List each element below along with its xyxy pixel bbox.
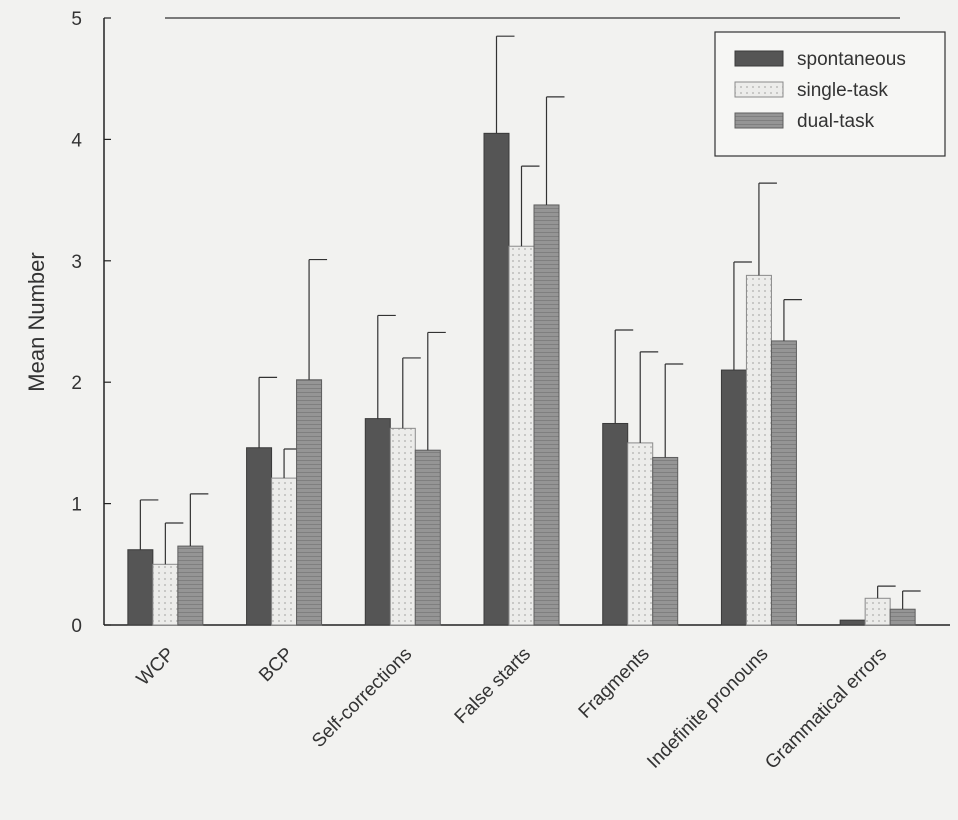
x-tick-label: BCP	[255, 644, 297, 686]
y-tick-label: 4	[71, 130, 82, 151]
y-tick-label: 3	[71, 252, 82, 273]
bar-spontaneous	[720, 369, 747, 626]
x-tick-label: Fragments	[575, 644, 654, 723]
legend: spontaneous single-task dual-task	[714, 31, 946, 157]
y-tick-label: 5	[71, 9, 82, 30]
bar-single-task	[271, 477, 298, 626]
bar-dual-task	[414, 449, 441, 626]
legend-label-dual-task: dual-task	[797, 111, 875, 132]
bar-spontaneous	[839, 619, 866, 626]
bar-single-task	[389, 427, 416, 626]
x-tick-label: Self-corrections	[308, 644, 416, 752]
bar-single-task	[508, 245, 535, 626]
bar-dual-task	[533, 204, 560, 626]
legend-label-single-task: single-task	[797, 80, 888, 101]
bar-dual-task	[770, 340, 797, 626]
bar-spontaneous	[364, 418, 391, 626]
x-tick-label: WCP	[133, 644, 179, 690]
legend-swatch-single-task	[734, 81, 784, 98]
x-tick-label: False starts	[451, 644, 535, 728]
bar-single-task	[864, 597, 891, 626]
bar-dual-task	[296, 379, 323, 626]
bar-single-task	[152, 563, 179, 626]
x-tick-label: Grammatical errors	[761, 644, 891, 774]
legend-swatch-dual-task	[734, 112, 784, 129]
bar-dual-task	[177, 545, 204, 626]
bar-dual-task	[652, 456, 679, 626]
legend-label-spontaneous: spontaneous	[797, 49, 906, 70]
y-tick-label: 1	[71, 495, 82, 516]
bar-single-task	[745, 274, 772, 626]
y-tick-label: 2	[71, 373, 82, 394]
bar-spontaneous	[602, 422, 629, 626]
bar-spontaneous	[246, 447, 273, 626]
x-tick-label: Indefinite pronouns	[643, 644, 772, 773]
y-tick-label: 0	[71, 616, 82, 637]
bar-dual-task	[889, 608, 916, 626]
bar-spontaneous	[127, 549, 154, 626]
legend-swatch-spontaneous	[734, 50, 784, 67]
bar-single-task	[627, 442, 654, 626]
bar-spontaneous	[483, 132, 510, 626]
y-axis-label: Mean Number	[24, 252, 49, 391]
